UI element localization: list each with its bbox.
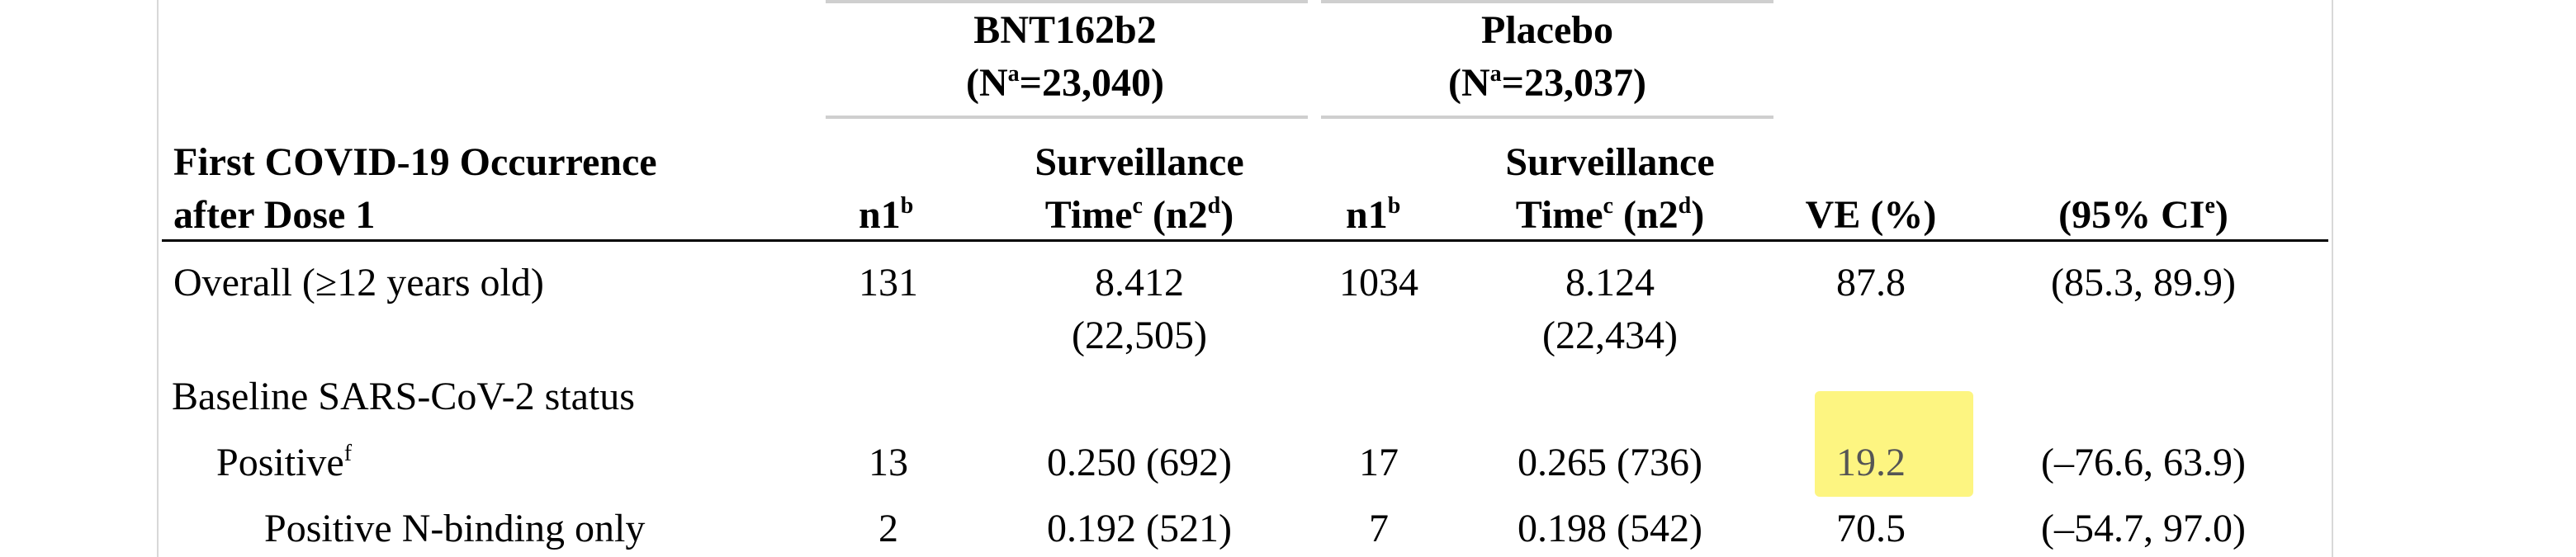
spanner-bottom-bnt (826, 116, 1308, 119)
cell-overall-bnt-n2: (22,505) (1072, 314, 1207, 357)
cell-positive-bnt-n1: 13 (869, 441, 908, 484)
row-label-positive-n-binding: Positive N-binding only (264, 507, 646, 550)
cell-overall-ve: 87.8 (1836, 261, 1906, 304)
cell-positive-bnt-time: 0.250 (692) (1047, 441, 1232, 484)
column-header-bnt-n1: n1b (859, 193, 914, 237)
cell-positive-placebo-time: 0.265 (736) (1518, 441, 1702, 484)
spanner-bottom-placebo (1321, 116, 1773, 119)
section-label-baseline-status: Baseline SARS-CoV-2 status (172, 375, 635, 418)
column-header-ve: VE (%) (1805, 193, 1937, 237)
column-header-placebo-surv-line1: Surveillance (1505, 140, 1715, 184)
spanner-top-placebo (1321, 0, 1773, 3)
column-header-bnt-surv-line2: Timec (n2d) (1044, 193, 1234, 237)
group-header-placebo: Placebo (1481, 8, 1613, 52)
cell-positive-placebo-n1: 17 (1359, 441, 1399, 484)
spanner-top-bnt (826, 0, 1308, 3)
column-header-placebo-surv-line2: Timec (n2d) (1515, 193, 1705, 237)
cell-overall-bnt-time: 8.412 (1095, 261, 1184, 304)
column-header-bnt-surv-line1: Surveillance (1035, 140, 1244, 184)
cell-positive-ci: (–76.6, 63.9) (2041, 441, 2246, 484)
column-header-placebo-n1: n1b (1346, 193, 1401, 237)
column-header-occurrence-line1: First COVID-19 Occurrence (173, 140, 657, 184)
row-label-overall: Overall (≥12 years old) (173, 261, 544, 304)
group-header-bnt162b2: BNT162b2 (973, 8, 1157, 52)
group-header-bnt162b2-n: (Na=23,040) (966, 61, 1164, 105)
cell-positive-ve: 19.2 (1836, 441, 1906, 484)
cell-overall-placebo-time: 8.124 (1565, 261, 1655, 304)
cell-overall-placebo-n1: 1034 (1339, 261, 1418, 304)
column-header-ci: (95% CIe) (2058, 193, 2228, 237)
cell-nbinding-placebo-n1: 7 (1369, 507, 1389, 550)
cell-nbinding-ci: (–54.7, 97.0) (2041, 507, 2246, 550)
cell-nbinding-ve: 70.5 (1836, 507, 1906, 550)
cell-nbinding-bnt-n1: 2 (878, 507, 898, 550)
cell-overall-ci: (85.3, 89.9) (2051, 261, 2236, 304)
cell-nbinding-bnt-time: 0.192 (521) (1047, 507, 1232, 550)
cell-nbinding-placebo-time: 0.198 (542) (1518, 507, 1702, 550)
row-label-positive: Positivef (216, 441, 353, 484)
group-header-placebo-n: (Na=23,037) (1448, 61, 1646, 105)
column-header-occurrence-line2: after Dose 1 (173, 193, 376, 237)
highlight-marker (1815, 391, 1973, 497)
cell-overall-bnt-n1: 131 (859, 261, 918, 304)
header-rule (162, 239, 2328, 242)
cell-overall-placebo-n2: (22,434) (1542, 314, 1678, 357)
